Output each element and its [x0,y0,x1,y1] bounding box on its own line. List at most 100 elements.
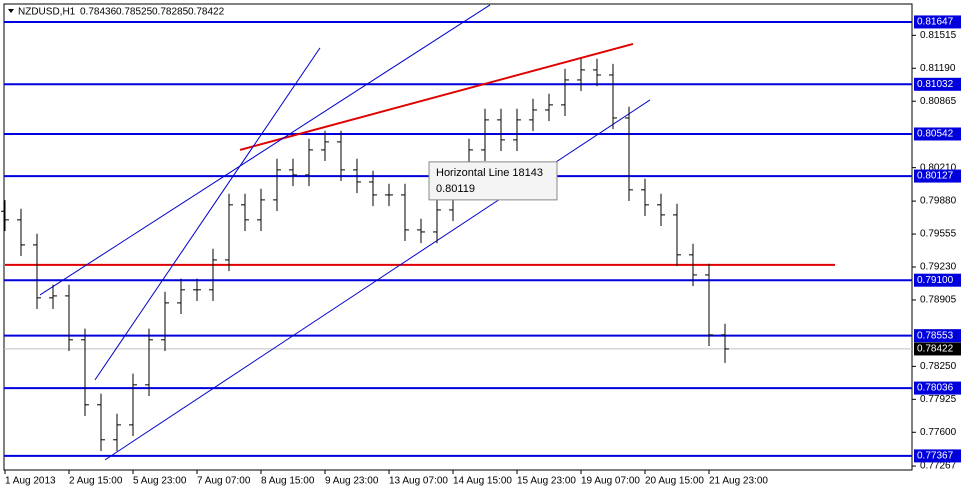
ohlc-bar [97,393,105,451]
ohlc-bar [273,158,281,212]
ohlc-bar [257,188,265,232]
ohlc-bar [129,373,137,437]
x-tick-label: 14 Aug 15:00 [453,476,512,487]
plot-layer [1,4,912,461]
level-label: 0.77367 [917,451,954,462]
y-tick-label: 0.81515 [920,30,957,41]
ohlc-bar [593,58,601,87]
trend-line [104,99,651,461]
y-tick-label: 0.78250 [920,361,957,372]
x-tick-label: 20 Aug 15:00 [645,476,704,487]
y-tick-label: 0.79555 [920,229,957,240]
ohlc-bar [81,328,89,416]
level-label-box [914,449,961,463]
quote-value: 0.78285 [152,7,189,18]
trend-line [39,4,491,296]
quote-value: 0.78436 [80,7,117,18]
level-label: 0.79100 [917,275,954,286]
y-tick-label: 0.77925 [920,394,957,405]
ohlc-bar [673,203,681,266]
ohlc-bar [161,291,169,351]
ohlc-bar [17,208,25,257]
x-tick-label: 8 Aug 15:00 [261,476,315,487]
ohlc-bar [497,108,505,152]
x-tick-label: 21 Aug 23:00 [709,476,768,487]
level-label-box [914,169,961,183]
ohlc-bar [193,278,201,301]
ohlc-bar [529,98,537,132]
tooltip-box [428,161,558,201]
current-price-label: 0.78422 [917,344,954,355]
level-label-box [914,273,961,287]
level-label-box [914,329,961,343]
level-label-box [914,15,961,29]
x-tick-label: 7 Aug 07:00 [197,476,251,487]
ohlc-bar [145,328,153,396]
trend-line [239,42,634,151]
ohlc-bar [321,130,329,162]
x-tick-label: 13 Aug 07:00 [389,476,448,487]
level-label: 0.81647 [917,17,954,28]
ohlc-bar [305,138,313,187]
y-tick-label: 0.81190 [920,63,956,74]
ohlc-bar [177,278,185,315]
ohlc-bar [545,93,553,122]
current-price-box [914,342,961,356]
level-label: 0.78553 [917,330,954,341]
quote-value: 0.78525 [116,7,153,18]
level-label: 0.80127 [917,171,954,182]
ohlc-bar [609,63,617,130]
ohlc-bar [385,183,393,207]
x-tick-label: 2 Aug 15:00 [69,476,123,487]
ohlc-bar [241,193,249,232]
x-tick-label: 5 Aug 23:00 [133,476,187,487]
ohlc-bar [689,243,697,287]
ohlc-bar [561,68,569,117]
ohlc-bar [417,218,425,244]
y-tick-label: 0.78905 [920,295,957,306]
x-tick-label: 1 Aug 2013 [5,476,56,487]
y-tick-label: 0.80210 [920,162,957,173]
menu-arrow[interactable] [8,9,14,13]
level-label-box [914,77,961,91]
ohlc-bar [657,193,665,227]
ohlc-bar [33,233,41,309]
y-tick-label: 0.79230 [920,262,957,273]
ohlc-bar [209,248,217,301]
level-label: 0.81032 [917,79,954,90]
ohlc-bar [49,284,57,309]
y-tick-label: 0.80865 [920,96,957,107]
quote-value: 0.78422 [188,7,225,18]
level-label-box [914,127,961,141]
ohlc-bar [1,200,9,232]
ohlc-bar [721,323,729,363]
ohlc-bar [433,198,441,244]
ohlc-bar [513,108,521,152]
tooltip-title: Horizontal Line 18143 [436,167,543,179]
y-tick-label: 0.77600 [920,427,957,438]
ohlc-bar [337,130,345,182]
plot-area [3,3,913,471]
level-label: 0.80542 [917,129,954,140]
ohlc-bar [641,178,649,217]
level-label-box [914,381,961,395]
ohlc-bar [369,170,377,207]
ohlc-bar [353,158,361,194]
tooltip-value: 0.80119 [436,183,475,195]
trend-line [94,47,321,381]
x-tick-label: 15 Aug 23:00 [517,476,576,487]
y-tick-label: 0.77267 [920,461,957,472]
ohlc-bar [705,263,713,346]
y-tick-label: 0.79880 [920,196,957,207]
ohlc-bar [225,193,233,272]
ohlc-bar [289,158,297,187]
ohlc-bar [65,284,73,351]
ohlc-bar [113,413,121,451]
symbol-title: NZDUSD,H1 [18,7,76,18]
ohlc-bar [481,108,489,162]
x-tick-label: 9 Aug 23:00 [325,476,379,487]
level-label: 0.78036 [917,383,954,394]
x-tick-label: 19 Aug 07:00 [581,476,640,487]
ohlc-bar [401,183,409,242]
